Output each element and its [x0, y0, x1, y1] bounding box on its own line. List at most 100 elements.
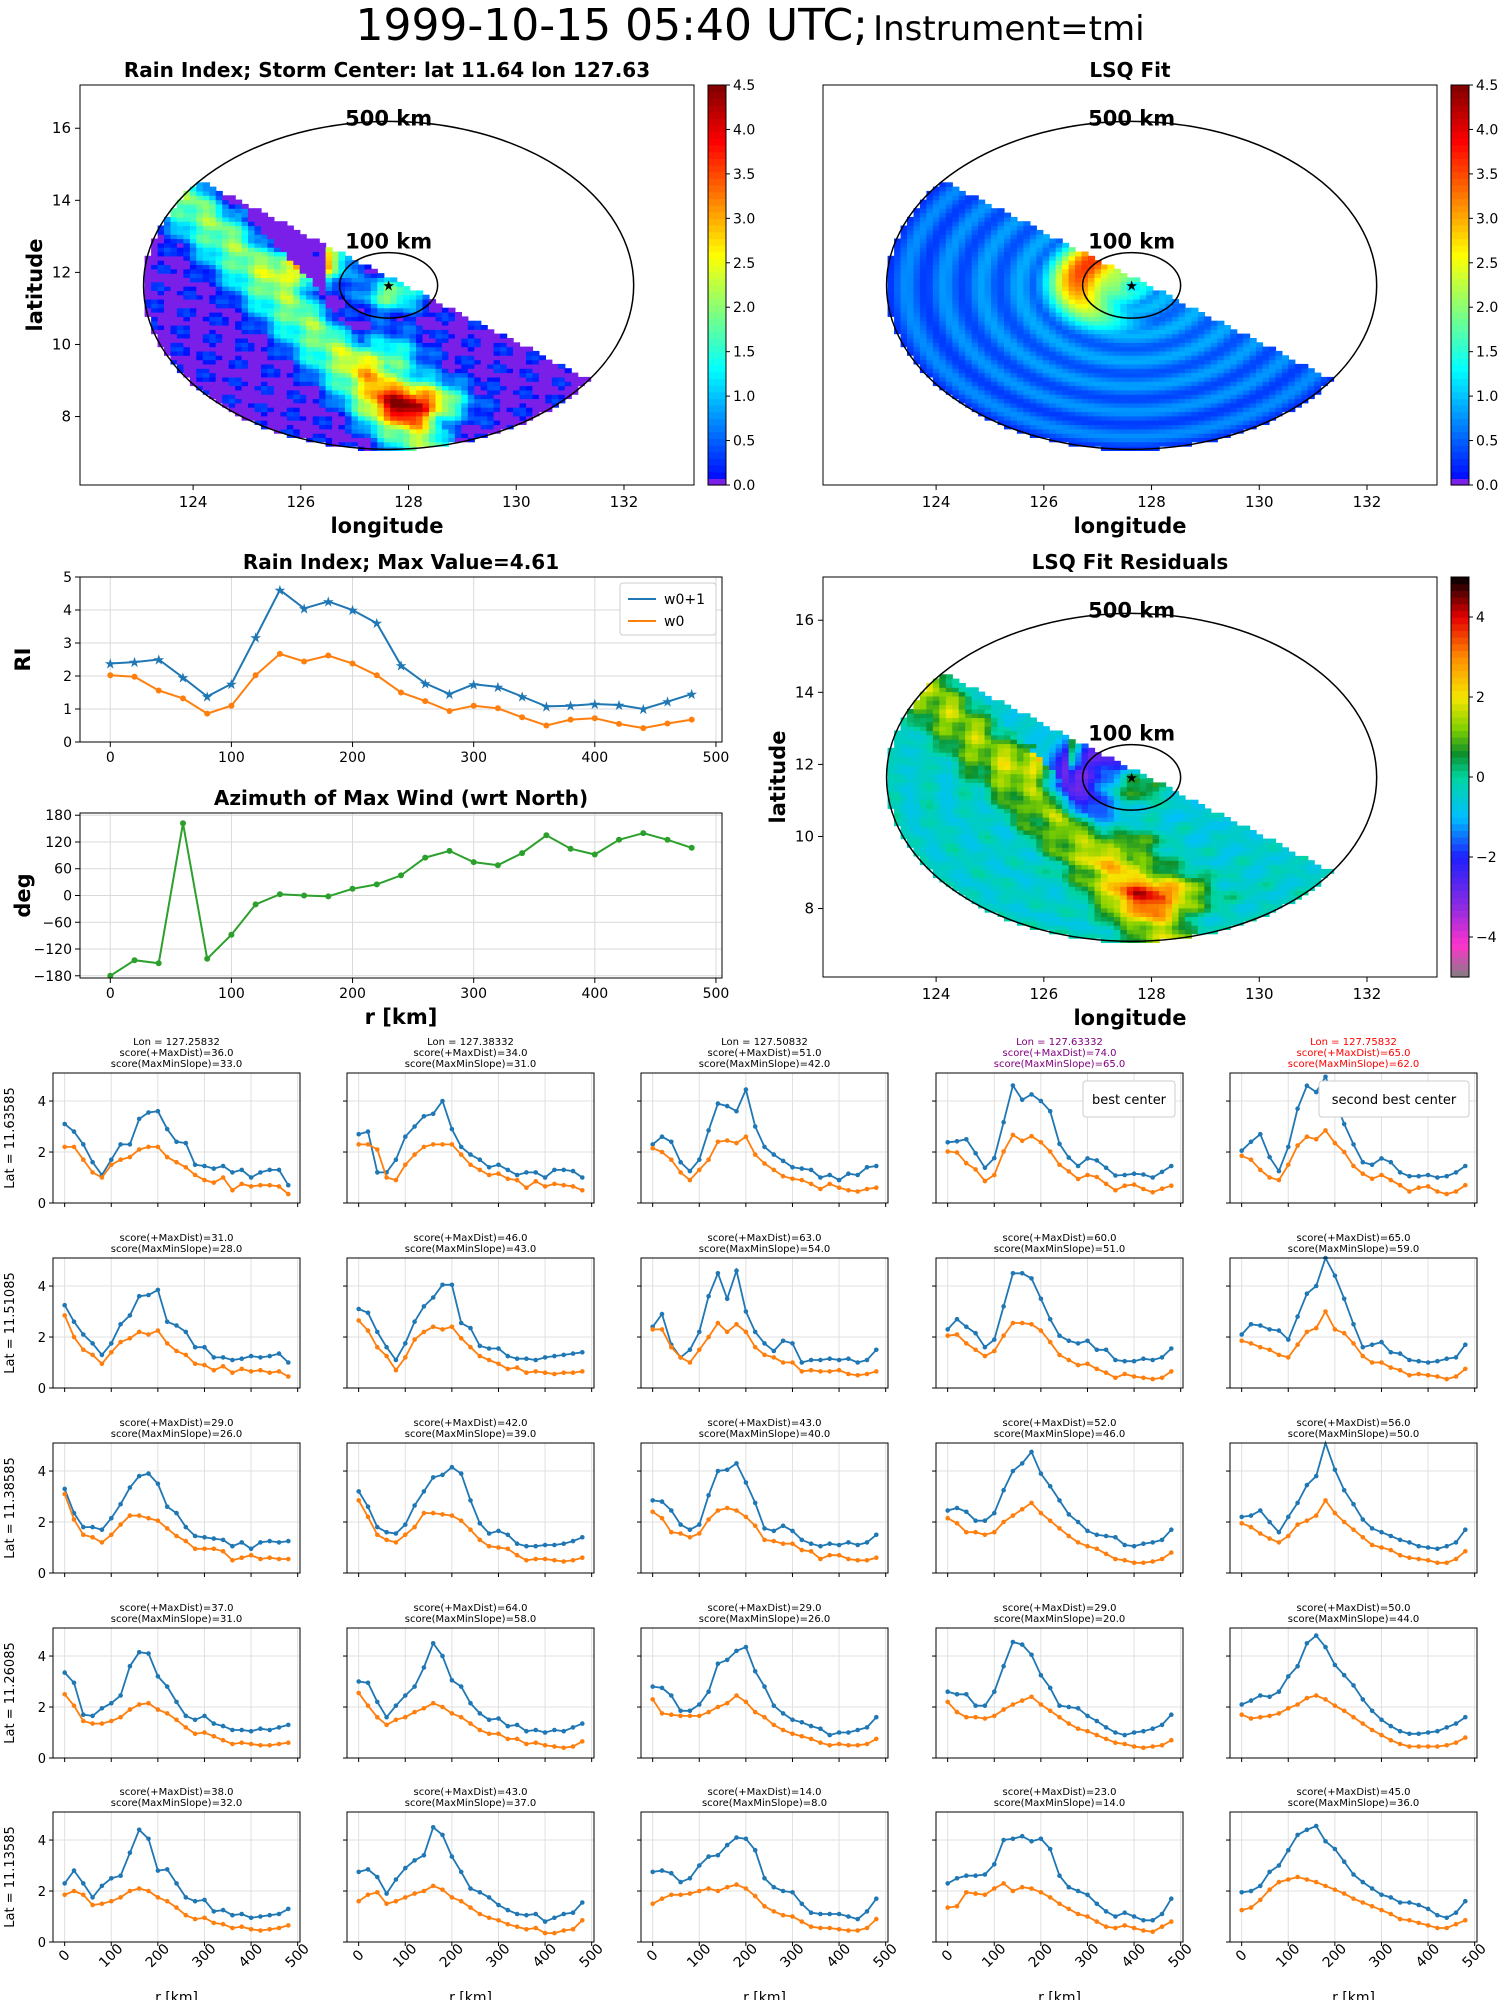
lsq_fit-cell — [1062, 412, 1069, 417]
lsq_fit-cell — [1056, 273, 1063, 278]
rain_index-cell — [461, 425, 468, 430]
lsq_fit-cell — [1153, 325, 1160, 330]
rain_index-cell — [364, 368, 371, 373]
rain_index-cell — [390, 329, 397, 334]
lsq_fit-cell — [933, 329, 940, 334]
lsq_fit-colorbar-segment — [1451, 198, 1469, 205]
lsq_fit-cell — [1250, 407, 1257, 412]
lsq_fit-cell — [1243, 381, 1250, 386]
lsq_fit-cell — [1004, 360, 1011, 365]
lsq_fit-cell — [959, 386, 966, 391]
lsq_fit-cell — [1275, 390, 1282, 395]
lsq_fit-cell — [894, 273, 901, 278]
rain_index-cell — [293, 252, 300, 257]
lsq_fit-cell — [1069, 433, 1076, 438]
lsq_fit-cell — [1282, 364, 1289, 369]
rain_index-cell — [345, 403, 352, 408]
rain_index-cell — [352, 377, 359, 382]
rain_index-cell — [513, 386, 520, 391]
rain_index-cell — [190, 252, 197, 257]
rain_index-cell — [448, 399, 455, 404]
lsq_fit-cell — [1179, 412, 1186, 417]
lsq_fit-cell — [1043, 403, 1050, 408]
rain_index-cell — [532, 377, 539, 382]
rain_index-cell — [358, 420, 365, 425]
rain_index-cell — [384, 295, 391, 300]
lsq_fit-cell — [978, 260, 985, 265]
lsq_fit-cell — [1140, 282, 1147, 287]
lsq_fit-cell — [1010, 243, 1017, 248]
lsq_fit-cell — [1056, 308, 1063, 313]
rain_index-cell — [274, 386, 281, 391]
lsq_fit-cell — [1159, 403, 1166, 408]
rain_index-cell — [151, 295, 158, 300]
rain_index-cell — [196, 295, 203, 300]
lsq_fit-cell — [991, 277, 998, 282]
rain_index-cell — [255, 381, 262, 386]
lsq_fit-cell — [939, 226, 946, 231]
lsq_fit-cell — [1107, 355, 1114, 360]
rain_index-cell — [183, 347, 190, 352]
rain_index-cell — [442, 377, 449, 382]
lsq_fit-cell — [1263, 364, 1270, 369]
lsq_fit-cell — [1017, 316, 1024, 321]
lsq_fit-cell — [1243, 368, 1250, 373]
lsq_fit-cell — [985, 273, 992, 278]
lsq_fit-cell — [1017, 290, 1024, 295]
rain_index-cell — [358, 412, 365, 417]
rain_index-cell — [183, 364, 190, 369]
rain_index-cell — [196, 200, 203, 205]
rain_index-cell — [171, 290, 178, 295]
lsq_fit-cell — [972, 321, 979, 326]
lsq_fit-cell — [1049, 247, 1056, 252]
lsq_fit-cell — [965, 252, 972, 257]
lsq_fit-cell — [1198, 325, 1205, 330]
lsq_fit-cell — [1153, 355, 1160, 360]
lsq_fit-cell — [1211, 347, 1218, 352]
lsq_fit-colorbar-segment — [1451, 178, 1469, 185]
rain_index-cell — [196, 226, 203, 231]
rain_index-cell — [487, 412, 494, 417]
rain_index-cell — [384, 425, 391, 430]
rain_index-cell — [500, 351, 507, 356]
rain_index-cell — [235, 286, 242, 291]
lsq_fit-cell — [1217, 416, 1224, 421]
rain_index-cell — [300, 412, 307, 417]
lsq_fit-cell — [939, 321, 946, 326]
lsq_fit-cell — [1107, 373, 1114, 378]
rain_index-cell — [455, 381, 462, 386]
lsq_fit-cell — [1075, 390, 1082, 395]
lsq_fit-cell — [985, 381, 992, 386]
rain_index-cell — [339, 260, 346, 265]
lsq_fit-cell — [1198, 399, 1205, 404]
rain_index-cell — [390, 420, 397, 425]
rain_index-cell — [326, 329, 333, 334]
rain_index-cell — [500, 377, 507, 382]
rain_index-cell — [164, 329, 171, 334]
rain_index-cell — [390, 347, 397, 352]
lsq_fit-cell — [1159, 334, 1166, 339]
lsq_fit-cell — [1010, 221, 1017, 226]
rain_index-cell — [526, 381, 533, 386]
rain_index-cell — [448, 386, 455, 391]
lsq_fit-cell — [1095, 277, 1102, 282]
lsq_fit-cell — [978, 403, 985, 408]
lsq_fit-cell — [1217, 420, 1224, 425]
lsq_fit-cell — [1198, 360, 1205, 365]
lsq_fit-colorbar-segment — [1451, 185, 1469, 192]
rain_index-cell — [565, 386, 572, 391]
rain_index-cell — [455, 355, 462, 360]
rain_index-cell — [222, 295, 229, 300]
lsq_fit-cell — [1095, 433, 1102, 438]
rain_index-cell — [216, 373, 223, 378]
lsq_fit-cell — [1140, 437, 1147, 442]
rain_index-cell — [267, 290, 274, 295]
lsq_fit-cell — [1049, 412, 1056, 417]
lsq_fit-cell — [1191, 368, 1198, 373]
lsq_fit-cell — [998, 403, 1005, 408]
lsq_fit-cell — [1243, 347, 1250, 352]
rain_index-cell — [332, 437, 339, 442]
lsq_fit-colorbar-segment — [1451, 238, 1469, 245]
rain_index-cell — [293, 368, 300, 373]
rain_index-cell — [481, 347, 488, 352]
